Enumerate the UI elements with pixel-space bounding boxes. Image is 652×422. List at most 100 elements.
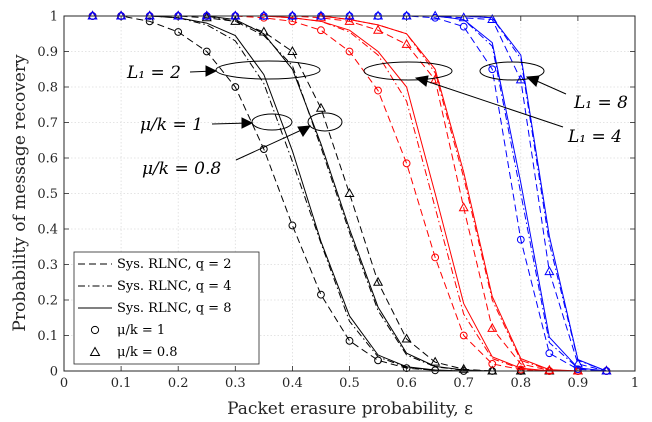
arrow-head-mu-1 — [241, 117, 254, 129]
x-tick-label: 0.4 — [282, 376, 303, 391]
data-point — [430, 356, 441, 366]
y-tick-label: 1 — [50, 10, 58, 25]
x-tick-label: 0.5 — [339, 376, 360, 391]
data-point — [374, 86, 382, 95]
y-tick-label: 0.2 — [37, 294, 58, 309]
data-point — [430, 10, 441, 20]
axis-ticks: 0 0.1 0.2 0.3 0.4 0.5 0.6 0.7 0.8 0.9 1 0 0.1 0.2 0.3 0… — [37, 10, 639, 392]
x-tick-label: 0.2 — [168, 376, 189, 391]
data-point — [345, 47, 354, 56]
annotation-ellipse-l1-2 — [215, 60, 321, 80]
series-line — [92, 15, 607, 372]
annotation-mu-1: μ/k = 1 — [140, 115, 203, 135]
annotation-l1-2: L₁ = 2 — [126, 63, 181, 83]
data-point — [174, 28, 183, 36]
data-point — [258, 10, 269, 20]
y-tick-label: 0.1 — [37, 329, 58, 344]
y-tick-label: 0.5 — [37, 187, 58, 202]
arrow-head-l1-4 — [414, 75, 429, 87]
x-tick-label: 0.7 — [453, 376, 474, 391]
data-point — [402, 364, 411, 373]
data-point — [572, 365, 583, 375]
data-point — [344, 15, 355, 25]
data-point — [487, 322, 498, 332]
legend-marker-triangle — [89, 346, 101, 356]
data-point — [315, 10, 327, 20]
data-point — [401, 38, 412, 48]
data-point — [374, 356, 382, 365]
x-tick-label: 0.9 — [568, 376, 589, 391]
legend-label-mu-1: μ/k = 1 — [117, 323, 165, 338]
data-point — [401, 333, 412, 343]
legend-label-q8: Sys. RLNC, q = 8 — [117, 301, 231, 316]
data-point — [458, 363, 469, 373]
data-point — [459, 22, 468, 31]
data-point — [201, 10, 212, 20]
legend-marker-circle — [90, 325, 100, 335]
data-point — [287, 10, 298, 20]
y-tick-label: 0.4 — [37, 223, 58, 238]
data-point — [317, 290, 325, 299]
arrow-line-mu-08 — [235, 126, 309, 161]
data-point — [574, 365, 582, 374]
x-tick-label: 0.3 — [225, 376, 246, 391]
data-point — [515, 358, 526, 368]
data-point — [516, 235, 525, 244]
annotation-ellipse-l1-8 — [479, 61, 545, 81]
series-7 — [92, 15, 607, 372]
y-axis-label: Probability of message recovery — [10, 54, 30, 332]
x-tick-label: 0.1 — [111, 376, 132, 391]
data-point — [116, 10, 127, 20]
series-line — [92, 15, 607, 372]
data-point — [345, 336, 354, 345]
data-point — [372, 10, 384, 20]
arrow-head-mu-08 — [297, 125, 312, 137]
data-point — [545, 349, 554, 358]
data-point — [288, 221, 297, 230]
data-point — [487, 14, 498, 24]
data-point — [372, 276, 384, 286]
arrow-line-l1-4 — [419, 78, 564, 128]
y-tick-label: 0.6 — [37, 152, 58, 167]
data-point — [87, 10, 98, 20]
data-point — [173, 10, 184, 20]
annotations — [189, 60, 567, 161]
data-point — [317, 26, 325, 35]
data-point — [230, 10, 241, 20]
data-point — [544, 266, 555, 276]
annotation-ellipse-mu-08 — [307, 112, 343, 132]
legend-label-q2: Sys. RLNC, q = 2 — [117, 257, 231, 272]
x-tick-label: 0.6 — [396, 376, 417, 391]
data-point — [401, 10, 412, 20]
series-line — [92, 15, 607, 372]
data-point — [144, 10, 155, 20]
data-point — [315, 12, 327, 22]
annotation-ellipse-l1-4 — [363, 61, 453, 81]
annotation-l1-8: L₁ = 8 — [573, 93, 628, 113]
series-line — [92, 15, 607, 372]
data-point — [287, 45, 298, 55]
data-point — [344, 10, 355, 20]
arrow-head-l1-2 — [205, 65, 218, 77]
annotation-mu-08: μ/k = 0.8 — [142, 159, 221, 179]
series-4 — [92, 15, 607, 372]
x-tick-label: 0.8 — [510, 376, 531, 391]
data-point — [430, 74, 441, 84]
x-axis-label: Packet erasure probability, ε — [227, 399, 473, 419]
y-tick-label: 0.3 — [37, 258, 58, 273]
arrow-head-l1-8 — [525, 75, 540, 87]
x-tick-label: 0 — [60, 376, 68, 391]
x-tick-label: 1 — [631, 376, 639, 391]
annotation-ellipse-mu-1 — [251, 113, 293, 131]
series-line — [92, 15, 607, 372]
y-tick-label: 0.7 — [37, 116, 58, 131]
data-point — [458, 12, 469, 22]
data-point — [231, 83, 240, 91]
data-point — [431, 253, 440, 262]
data-point — [145, 17, 154, 26]
data-point — [402, 159, 411, 168]
data-point — [459, 331, 468, 340]
annotation-l1-4: L₁ = 4 — [567, 127, 622, 147]
legend-label-mu-08: μ/k = 0.8 — [117, 345, 178, 360]
